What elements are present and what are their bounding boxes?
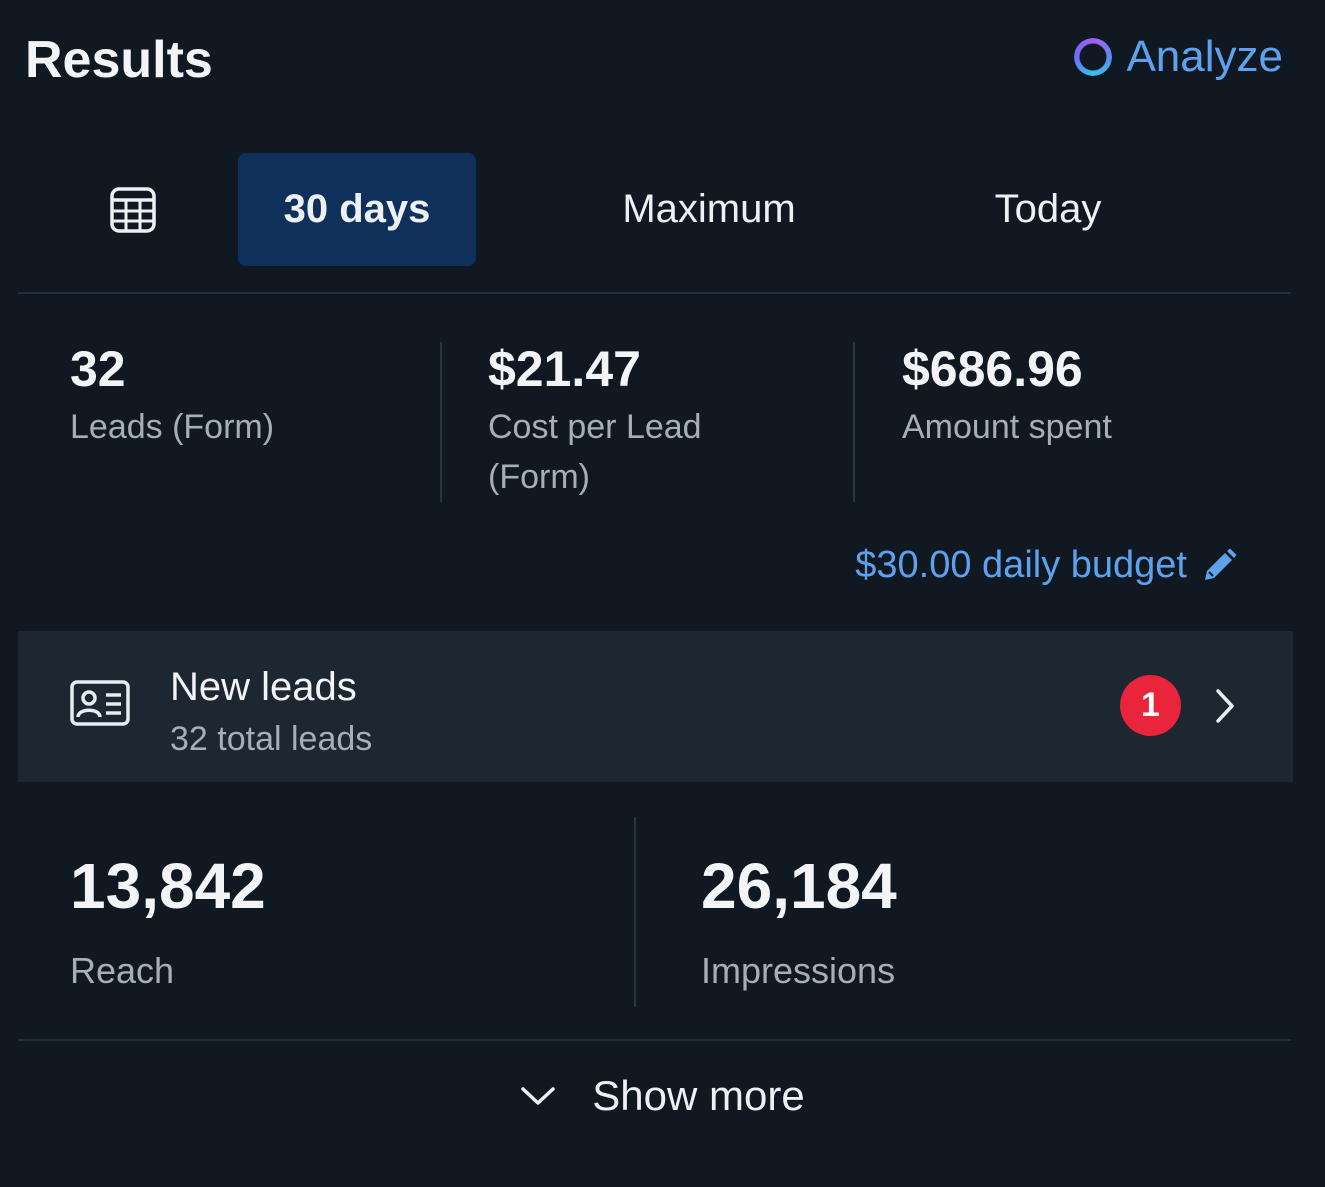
metric-label: Impressions: [701, 950, 896, 991]
analyze-label: Analyze: [1126, 32, 1283, 81]
footer-divider: [18, 1039, 1291, 1041]
analyze-ring-icon: [1074, 38, 1113, 76]
stat-value: 32: [70, 341, 126, 397]
stat-value: $686.96: [902, 341, 1083, 397]
stat-label: Leads (Form): [70, 408, 275, 446]
metric-label: Reach: [70, 950, 175, 991]
tabs-divider: [18, 292, 1291, 294]
stat-amount-spent: $686.96 Amount spent: [902, 338, 1112, 452]
show-more-button[interactable]: Show more: [0, 1072, 1325, 1120]
metric-impressions: 26,184 Impressions: [701, 848, 897, 992]
calendar-grid-icon: [110, 186, 156, 233]
metric-value: 13,842: [70, 850, 266, 922]
daily-budget-label: $30.00 daily budget: [855, 544, 1187, 586]
notification-badge: 1: [1120, 675, 1181, 736]
tab-today[interactable]: Today: [994, 187, 1102, 231]
show-more-label: Show more: [592, 1072, 805, 1119]
stat-cost-per-lead: $21.47 Cost per Lead (Form): [488, 338, 702, 502]
stat-divider: [853, 342, 855, 502]
stat-divider: [440, 342, 442, 502]
tab-30-days[interactable]: 30 days: [238, 153, 476, 266]
total-leads-label: 32 total leads: [170, 720, 373, 758]
metric-divider: [634, 817, 636, 1007]
stat-label-line: Cost per Lead: [488, 408, 702, 446]
stat-value: $21.47: [488, 341, 641, 397]
analyze-button[interactable]: Analyze: [1074, 32, 1283, 82]
tab-maximum[interactable]: Maximum: [622, 187, 796, 231]
stat-label: Amount spent: [902, 408, 1112, 446]
chevron-right-icon: [1216, 689, 1234, 723]
new-leads-row[interactable]: New leads 32 total leads 1: [18, 631, 1293, 782]
metric-reach: 13,842 Reach: [70, 848, 266, 992]
page-title: Results: [25, 31, 213, 89]
chevron-down-icon: [521, 1087, 556, 1105]
contact-card-icon: [70, 680, 130, 726]
edit-budget-button[interactable]: $30.00 daily budget: [855, 544, 1237, 587]
date-range-tabs: 30 days Maximum Today: [18, 153, 1293, 268]
stat-label-line: (Form): [488, 458, 590, 496]
metric-value: 26,184: [701, 850, 897, 922]
stat-leads: 32 Leads (Form): [70, 338, 274, 452]
stat-label: Cost per Lead (Form): [488, 402, 702, 502]
new-leads-title: New leads: [170, 665, 357, 709]
calendar-tab[interactable]: [78, 153, 188, 266]
pencil-icon: [1205, 548, 1237, 580]
